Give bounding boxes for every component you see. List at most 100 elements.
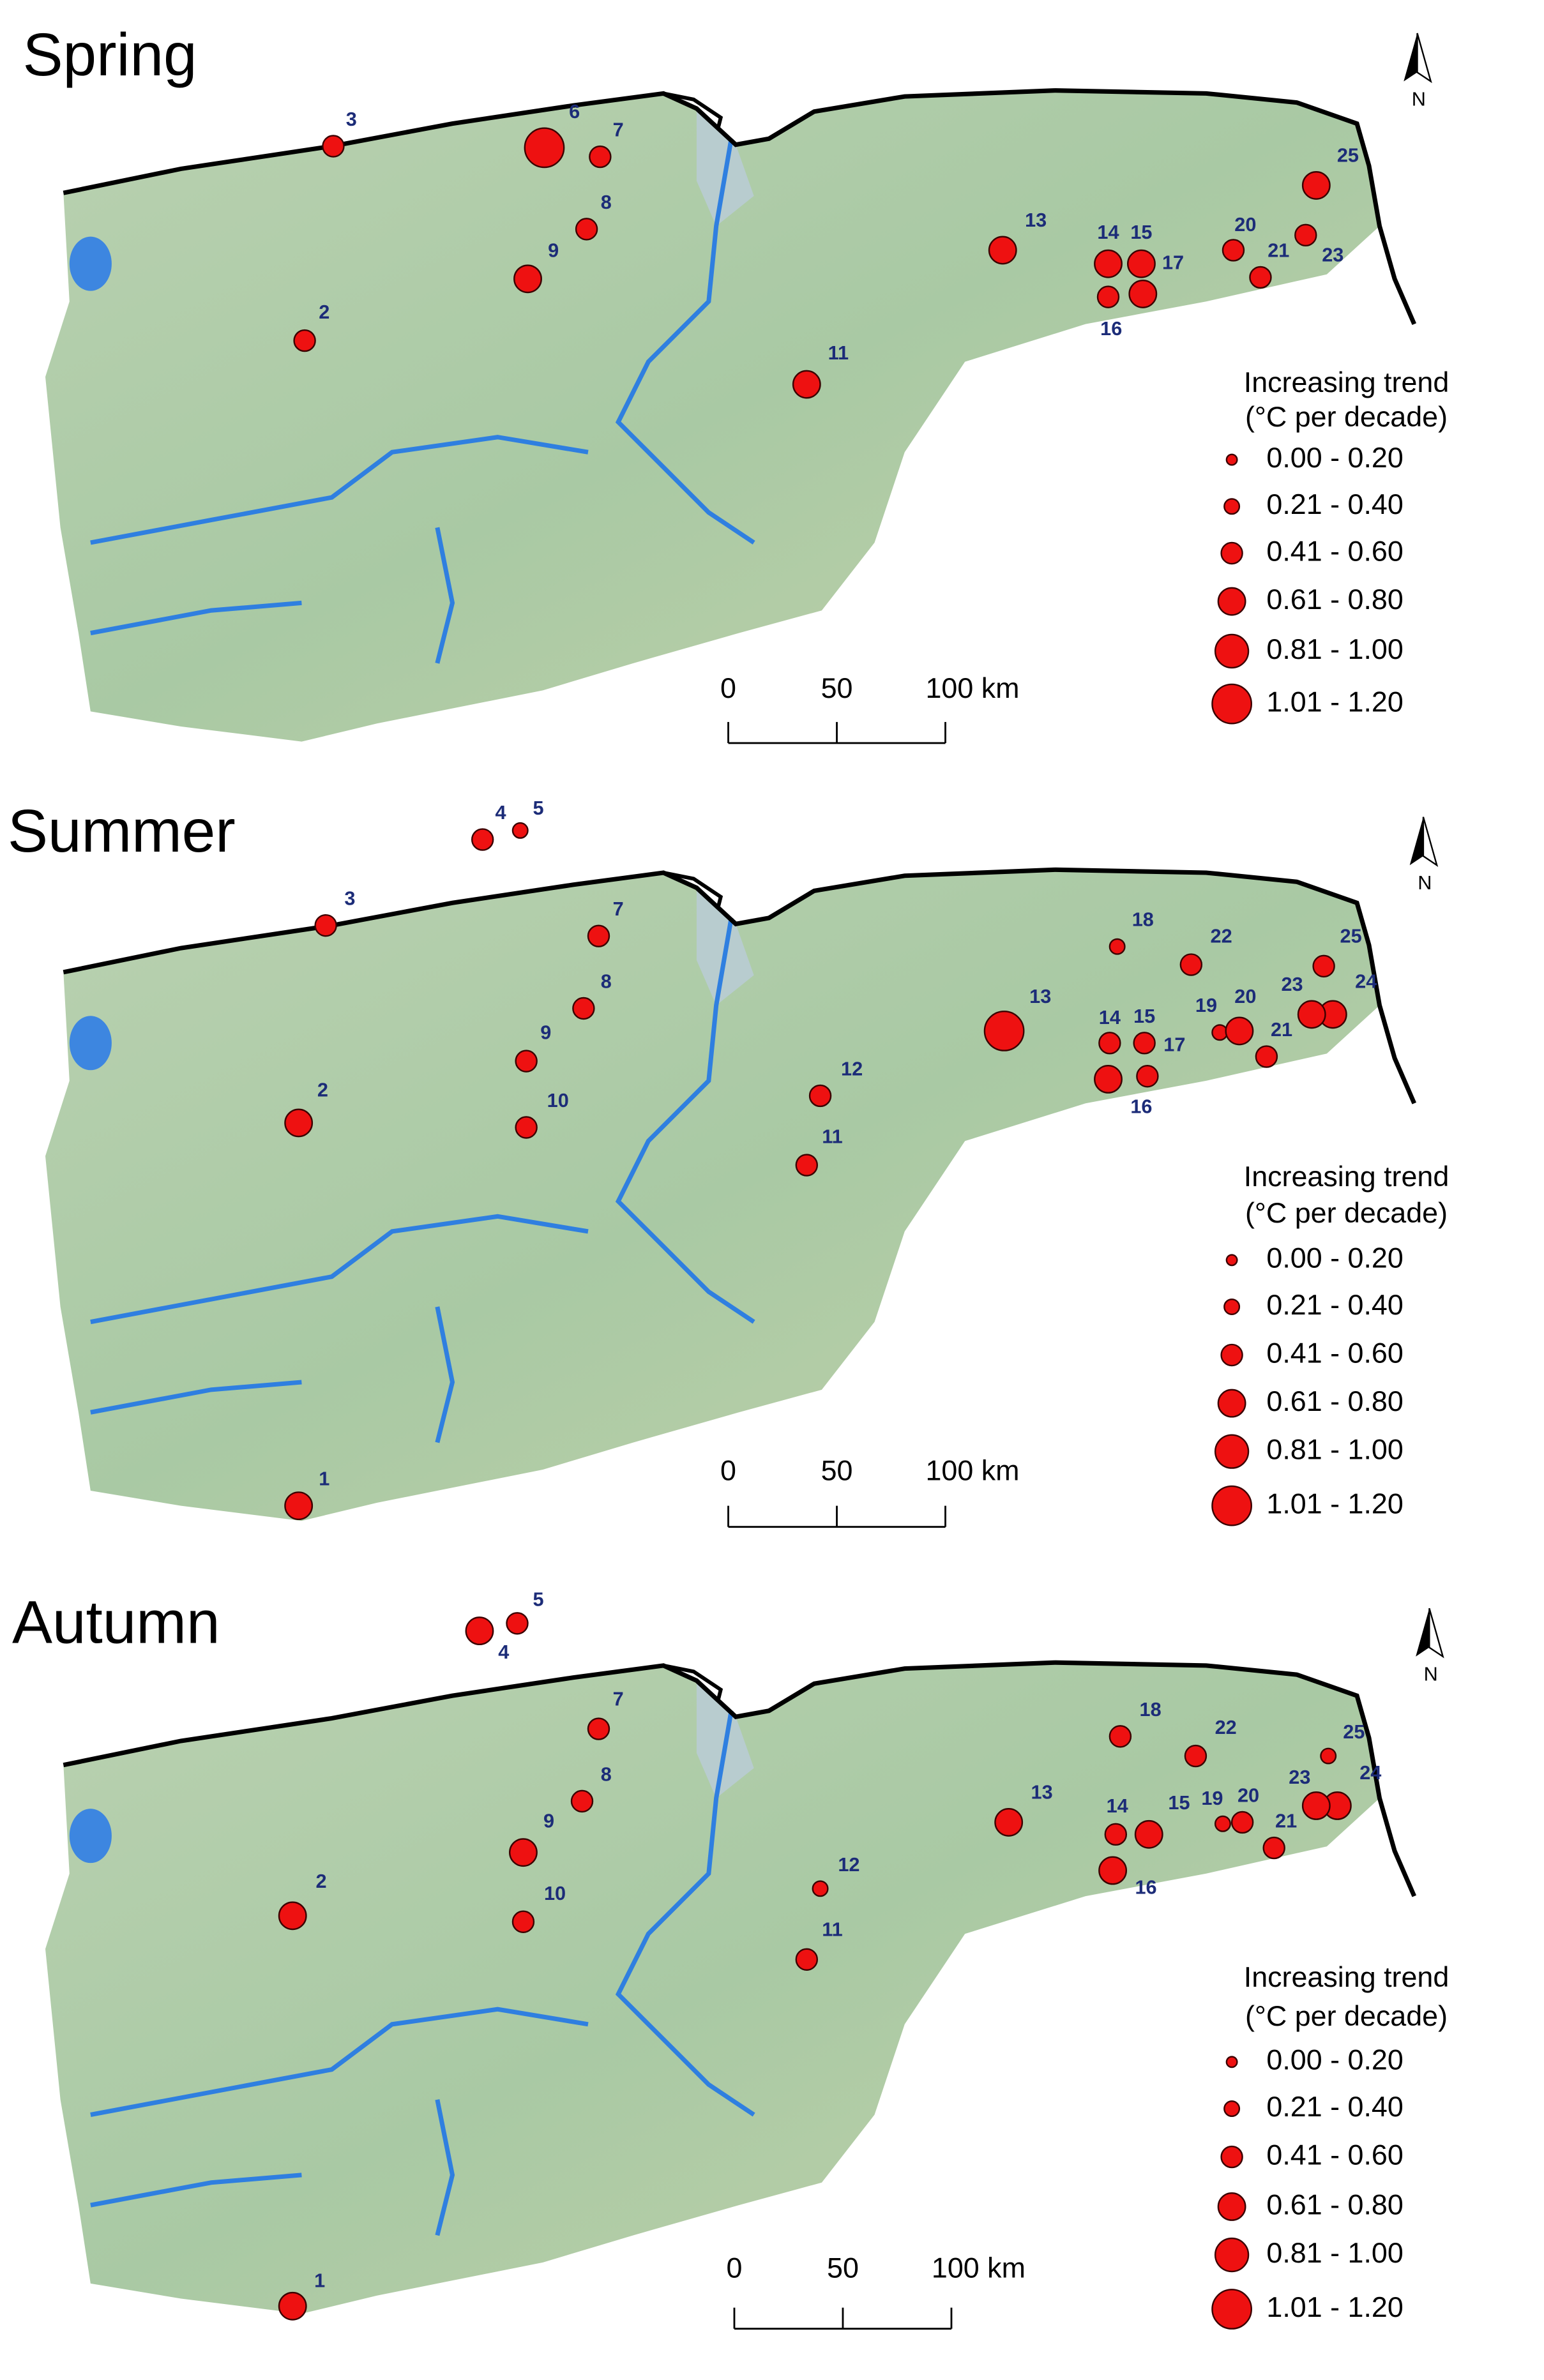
station-marker [1255, 1045, 1278, 1068]
station-label: 7 [613, 119, 624, 141]
panel-title: Autumn [12, 1589, 220, 1656]
station-marker [322, 135, 345, 158]
station-label: 5 [533, 1588, 544, 1610]
north-arrow [1416, 33, 1432, 84]
station-label: 7 [613, 1687, 624, 1710]
station-label: 10 [547, 1089, 569, 1111]
station-label: 9 [543, 1810, 554, 1832]
station-marker [795, 1154, 819, 1177]
river [90, 1380, 302, 1415]
station-label: 25 [1337, 144, 1359, 167]
station-label: 9 [540, 1021, 551, 1044]
lagoon [69, 1016, 112, 1071]
legend-symbol [1211, 2289, 1252, 2330]
station-marker [293, 329, 316, 352]
station-marker [1301, 1791, 1331, 1820]
station-label: 7 [613, 898, 624, 920]
legend-label: 0.61 - 0.80 [1266, 583, 1403, 615]
north-label: N [1418, 871, 1432, 894]
scale-label: 50 [827, 2251, 859, 2284]
station-label: 1 [319, 1468, 329, 1490]
station-label: 18 [1132, 908, 1154, 931]
legend-label: 1.01 - 1.20 [1266, 1487, 1403, 1519]
station-marker [524, 127, 565, 169]
legend-symbol [1217, 587, 1246, 616]
station-label: 2 [319, 301, 329, 323]
legend-symbol [1225, 453, 1238, 466]
station-marker [1128, 279, 1158, 308]
station-label: 17 [1162, 251, 1184, 273]
station-label: 23 [1281, 973, 1303, 995]
station-marker [1134, 1819, 1163, 1849]
station-label: 15 [1168, 1791, 1190, 1814]
legend-title: Increasing trend [1244, 1160, 1449, 1193]
scale-label: 50 [821, 672, 853, 704]
station-label: 24 [1355, 970, 1377, 992]
station-marker [1109, 1725, 1132, 1748]
station-marker [575, 218, 598, 241]
legend-title: (°C per decade) [1245, 2000, 1448, 2032]
station-marker [572, 997, 595, 1020]
scale-label: 100 km [932, 2251, 1026, 2284]
legend-title: (°C per decade) [1245, 400, 1448, 433]
legend-symbol [1214, 2237, 1250, 2273]
station-marker [1214, 1815, 1231, 1832]
station-label: 12 [838, 1853, 859, 1876]
legend-symbol [1223, 1298, 1241, 1315]
map-panel [45, 88, 1417, 742]
scale-label: 0 [720, 1454, 736, 1487]
station-label: 18 [1140, 1698, 1162, 1721]
river [435, 527, 455, 664]
station-label: 16 [1130, 1095, 1152, 1117]
station-marker [1312, 954, 1335, 978]
legend-label: 0.81 - 1.00 [1266, 1433, 1403, 1465]
station-marker [1104, 1823, 1128, 1846]
river [615, 1710, 755, 2117]
station-label: 23 [1322, 243, 1343, 266]
legend-symbol [1217, 1389, 1246, 1418]
station-label: 2 [316, 1870, 327, 1892]
station-label: 14 [1097, 221, 1119, 243]
station-marker [587, 924, 610, 947]
station-label: 24 [1359, 1761, 1381, 1784]
north-arrow [1422, 817, 1439, 867]
legend-label: 0.41 - 0.60 [1266, 2138, 1403, 2171]
station-marker [988, 236, 1017, 265]
legend-label: 0.41 - 0.60 [1266, 1336, 1403, 1369]
station-marker [1109, 938, 1126, 955]
hel-peninsula [663, 1663, 723, 1703]
station-label: 15 [1130, 221, 1152, 243]
river [90, 2173, 302, 2208]
station-label: 8 [601, 1763, 612, 1785]
legend-label: 0.61 - 0.80 [1266, 1385, 1403, 1417]
lagoon [69, 1809, 112, 1864]
station-label: 8 [601, 191, 612, 213]
station-marker [515, 1050, 538, 1073]
station-marker [1262, 1836, 1285, 1860]
legend-label: 1.01 - 1.20 [1266, 2291, 1403, 2323]
river [90, 600, 302, 636]
land [45, 90, 1380, 742]
lagoon [69, 236, 112, 291]
north-arrow-half [1404, 33, 1418, 82]
legend-symbol [1211, 1485, 1252, 1526]
legend-label: 0.61 - 0.80 [1266, 2188, 1403, 2220]
legend-label: 0.81 - 1.00 [1266, 633, 1403, 665]
station-label: 19 [1195, 994, 1217, 1016]
river [435, 1306, 455, 1443]
north-label: N [1424, 1663, 1438, 1685]
legend-symbol [1211, 683, 1252, 725]
station-marker [1094, 1065, 1123, 1094]
station-label: 16 [1100, 317, 1122, 340]
station-label: 19 [1201, 1787, 1223, 1809]
map-panel [45, 1660, 1417, 2314]
station-label: 4 [498, 1641, 509, 1663]
station-label: 21 [1268, 239, 1289, 261]
station-marker [1096, 285, 1120, 308]
station-marker [1222, 239, 1245, 262]
legend-label: 0.41 - 0.60 [1266, 534, 1403, 567]
coastline [63, 867, 1417, 1104]
station-marker [1133, 1032, 1156, 1055]
station-label: 16 [1135, 1876, 1156, 1898]
